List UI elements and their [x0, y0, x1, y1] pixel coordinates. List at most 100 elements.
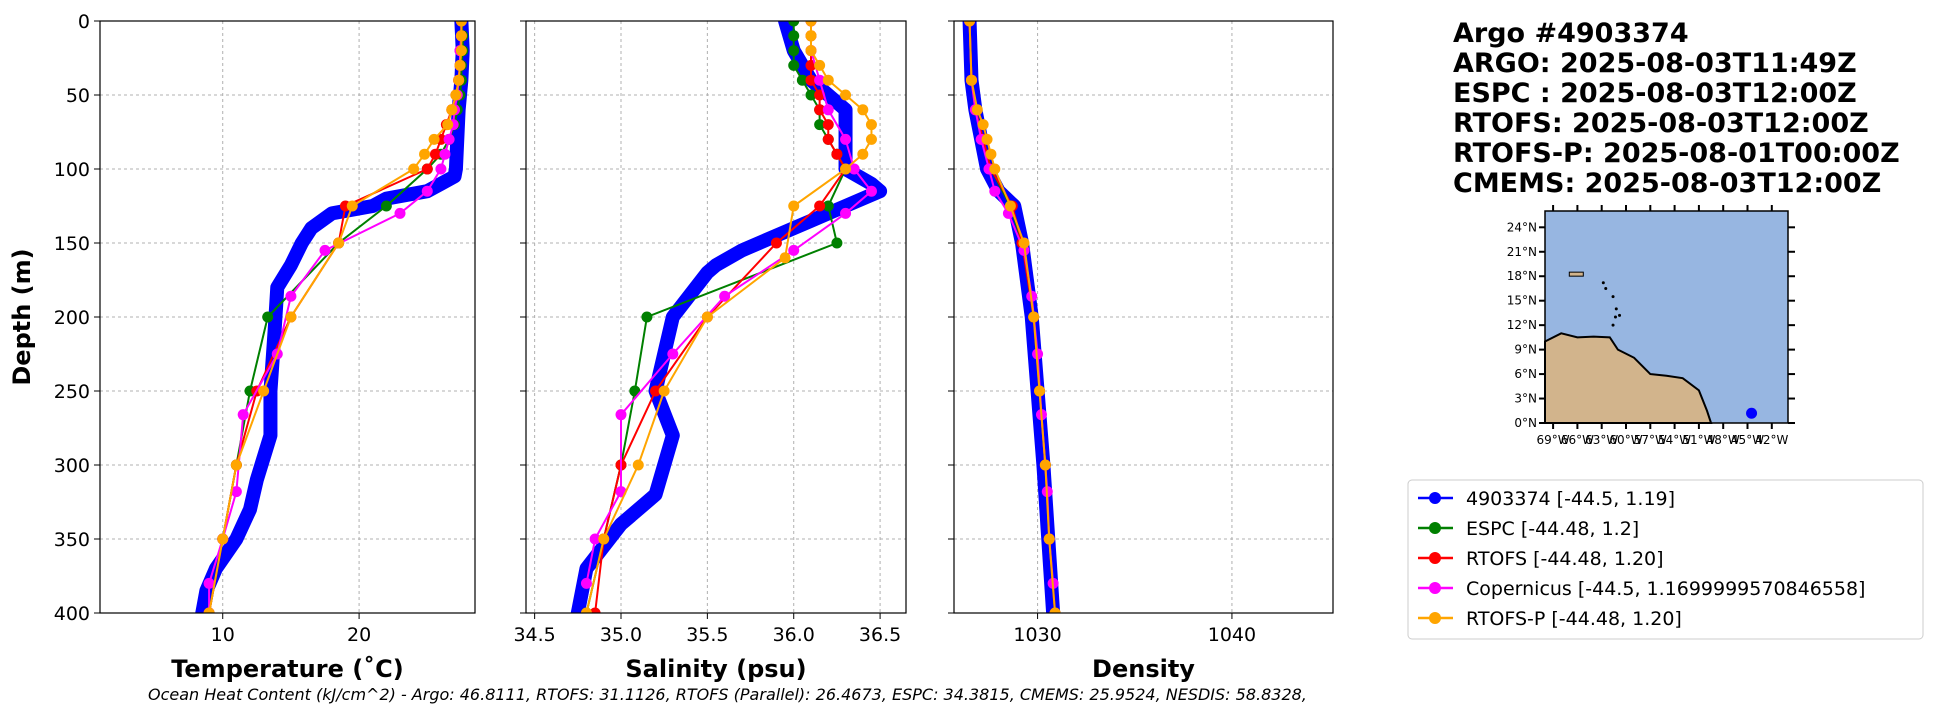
data-point-rtofs-p: [965, 74, 977, 86]
data-point-copernicus: [822, 104, 834, 116]
data-point-rtofs-p: [428, 133, 440, 145]
data-point-copernicus: [421, 185, 433, 197]
y-tick-label: 50: [66, 85, 90, 107]
data-point-rtofs-p: [455, 21, 467, 27]
data-point-copernicus: [319, 244, 331, 256]
data-point-rtofs-p: [977, 119, 989, 131]
y-tick-label: 300: [54, 455, 90, 477]
x-tick-label: 1040: [1208, 624, 1256, 646]
x-tick-label: 36.5: [859, 624, 901, 646]
data-point-copernicus: [443, 133, 455, 145]
data-point-rtofs: [814, 104, 826, 116]
data-point-rtofs-p: [971, 104, 983, 116]
y-tick-label: 0: [78, 11, 90, 33]
y-tick-label: 350: [54, 529, 90, 551]
lat-tick-label: 9°N: [1514, 343, 1537, 357]
data-point-rtofs-p: [446, 104, 458, 116]
x-tick-label: 35.5: [686, 624, 728, 646]
data-point-rtofs-p: [442, 119, 454, 131]
legend-entry: RTOFS [-44.48, 1.20]: [1466, 548, 1664, 570]
data-point-rtofs-p: [805, 30, 817, 42]
lon-tick-label: 51°W: [1682, 433, 1715, 447]
data-point-rtofs: [822, 133, 834, 145]
panel-0: 10 20050100150200250300350400Temperature …: [54, 11, 476, 683]
data-point-rtofs: [814, 200, 826, 212]
data-point-copernicus: [814, 74, 826, 86]
data-point-rtofs-p: [788, 200, 800, 212]
data-point-rtofs-p: [408, 163, 420, 175]
land-south-america: [1544, 332, 1713, 424]
data-point-rtofs-p: [857, 104, 869, 116]
lat-tick-label: 21°N: [1507, 245, 1537, 259]
x-tick-label: 20: [347, 624, 371, 646]
series-group: [570, 21, 888, 613]
data-point-copernicus: [719, 290, 731, 302]
lat-tick-label: 24°N: [1507, 220, 1537, 234]
data-point-rtofs-p: [814, 59, 826, 71]
data-point-copernicus: [615, 409, 627, 421]
data-point-rtofs: [831, 148, 843, 160]
series-line-argo: [570, 21, 888, 613]
title-line: Argo #4903374: [1453, 18, 1689, 49]
data-point-rtofs-p: [865, 119, 877, 131]
legend-entry: RTOFS-P [-44.48, 1.20]: [1466, 608, 1682, 630]
data-point-copernicus: [865, 185, 877, 197]
lat-tick-label: 18°N: [1507, 269, 1537, 283]
data-point-rtofs-p: [1028, 311, 1040, 323]
data-point-copernicus: [230, 486, 242, 498]
x-axis-label: Temperature (˚C): [171, 655, 404, 683]
data-point-copernicus: [580, 577, 592, 589]
x-tick-label: 36.0: [773, 624, 815, 646]
data-point-espc: [805, 89, 817, 101]
title-line: RTOFS-P: 2025-08-01T00:00Z: [1453, 138, 1900, 169]
data-point-rtofs: [589, 607, 601, 613]
data-point-rtofs: [650, 385, 662, 397]
data-point-rtofs-p: [1034, 385, 1046, 397]
data-point-rtofs-p: [333, 237, 345, 249]
lat-tick-label: 6°N: [1514, 367, 1537, 381]
data-point-rtofs-p: [805, 21, 817, 27]
island: [1618, 313, 1622, 317]
legend-marker: [1429, 582, 1441, 594]
data-point-rtofs-p: [865, 133, 877, 145]
data-point-copernicus: [989, 185, 1001, 197]
data-point-rtofs-p: [822, 74, 834, 86]
data-point-copernicus: [203, 577, 215, 589]
data-point-copernicus: [439, 148, 451, 160]
data-point-rtofs-p: [632, 459, 644, 471]
legend-marker: [1429, 612, 1441, 624]
legend-entry: 4903374 [-44.5, 1.19]: [1466, 488, 1675, 510]
data-point-rtofs-p: [1018, 237, 1030, 249]
island: [1611, 295, 1615, 299]
data-point-copernicus: [788, 244, 800, 256]
island: [1614, 307, 1618, 311]
data-point-copernicus: [840, 133, 852, 145]
data-point-copernicus: [237, 409, 249, 421]
data-point-rtofs-p: [1043, 533, 1055, 545]
lon-tick-label: 54°W: [1658, 433, 1691, 447]
y-tick-label: 200: [54, 307, 90, 329]
x-tick-label: 35.0: [600, 624, 642, 646]
title-line: ARGO: 2025-08-03T11:49Z: [1453, 48, 1857, 79]
legend-frame: [1407, 479, 1924, 640]
y-tick-label: 400: [54, 603, 90, 625]
data-point-espc: [796, 74, 808, 86]
lat-tick-label: 3°N: [1514, 392, 1537, 406]
x-axis-label: Salinity (psu): [625, 655, 806, 683]
legend-entry: ESPC [-44.48, 1.2]: [1466, 518, 1639, 540]
data-point-rtofs-p: [701, 311, 713, 323]
data-point-espc: [831, 237, 843, 249]
data-point-espc: [788, 59, 800, 71]
lon-tick-label: 57°W: [1634, 433, 1667, 447]
data-point-espc: [641, 311, 653, 323]
series-group: [195, 21, 470, 613]
data-point-copernicus: [435, 163, 447, 175]
data-point-rtofs-p: [419, 148, 431, 160]
data-point-rtofs-p: [1049, 607, 1061, 613]
data-point-rtofs: [421, 163, 433, 175]
data-point-rtofs-p: [346, 200, 358, 212]
island: [1611, 323, 1615, 327]
data-point-rtofs-p: [580, 607, 592, 613]
series-line-argo: [195, 21, 470, 613]
lat-tick-label: 12°N: [1507, 318, 1537, 332]
